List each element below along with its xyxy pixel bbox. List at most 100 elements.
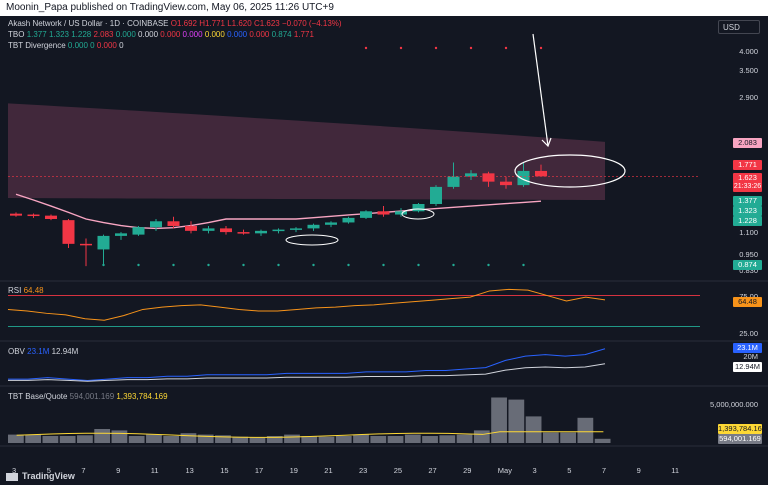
tbt-bar [59,436,76,443]
tbo-value: 0.000 [115,30,136,39]
signal-dot-bottom [347,263,350,267]
candle-body [307,224,320,229]
x-tick-label: 9 [116,466,121,475]
logo-text: TradingView [22,471,75,481]
tbt-bar [525,416,542,443]
tbt-bar [560,432,576,443]
tbt-bar [111,430,128,443]
ohlc-low: L1.620 [227,19,252,28]
obv-tag: 23.1M [733,343,762,353]
candle-body [290,228,302,230]
tbt-div-value: 0.000 [96,41,117,50]
signal-dot-bottom [277,263,280,267]
obv-signal-line [8,363,606,382]
price-tick: 2.900 [739,93,758,102]
tbt-bar [542,432,559,443]
tbt-tag-2: 594,001.169 [718,434,762,444]
x-tick-label: 29 [463,466,472,475]
tbt-bar [146,434,162,443]
price-tick: 4.000 [739,47,758,56]
tbt-bar [8,434,24,443]
tbo-legend: TBO 1.377 1.323 1.228 2.083 0.000 0.000 … [8,30,314,39]
obv-value: 23.1M [27,347,50,356]
signal-dot-bottom [487,263,490,267]
price-tag-0874: 0.874 [733,260,762,270]
tbt-bar [266,436,283,443]
candle-body [412,204,425,212]
tbo-value: 2.083 [93,30,114,39]
signal-dot-bottom [417,263,420,267]
tbt-bar [318,436,335,443]
tv-logo-icon [6,472,18,481]
tbt-bar [25,434,42,443]
x-tick-label: 9 [636,466,641,475]
tbt-bar [42,436,59,443]
tbt-div-value: 0 [119,41,124,50]
tbt-bar [128,436,145,443]
rsi-legend: RSI 64.48 [8,286,44,295]
annotation-arrow [532,33,549,147]
tbt-tag: 1,393,784.169 [718,424,766,434]
obv-tag-2: 12.94M [733,362,762,372]
rsi-tick: 25.00 [739,329,758,338]
candle-body [62,220,75,244]
tradingview-logo: TradingView [6,471,75,481]
tbt-bar [387,436,404,443]
rsi-line [7,288,606,321]
obv-value-2: 12.94M [51,347,79,356]
tbo-value: 1.377 [26,30,47,39]
candle-body [325,222,337,225]
rsi-tag: 64.48 [733,297,762,307]
signal-dot-top [364,46,368,50]
candle-body [342,217,355,223]
currency-button[interactable]: USD [718,20,760,34]
price-tick: 0.830 [739,266,758,275]
x-tick-label: 23 [359,466,368,475]
tbo-value: 1.228 [71,30,92,39]
tbt-div-label: TBT Divergence [8,41,66,50]
moving-average-line [15,193,542,230]
candle-body [80,243,92,246]
price-tag-1623: 1.623 [733,173,762,183]
tbt-bar [215,435,231,443]
tbt-div-value: 0.000 [67,41,88,50]
tbo-value: 1.323 [48,30,69,39]
signal-dot-top [539,46,543,50]
x-tick-label: 21 [324,466,333,475]
candle-body [395,211,407,215]
x-tick-label: 3 [12,466,17,475]
candle-body [517,170,530,186]
annotation-ellipse [514,154,626,188]
signal-dot-top [434,46,438,50]
x-tick-label: 11 [671,466,680,475]
tbt-tick: 5,000,000.000 [710,400,758,409]
candle-body [500,181,512,186]
symbol-title: Akash Network / US Dollar · 1D · COINBAS… [8,19,169,28]
x-tick-label: May [497,466,512,475]
x-tick-label: 7 [81,466,86,475]
price-tag-1377: 1.377 [733,196,762,206]
tbt-bar [249,437,266,443]
tbt-bar [473,430,490,443]
annotation-ellipse-small [401,208,435,220]
chart-area[interactable]: Akash Network / US Dollar · 1D · COINBAS… [0,16,768,485]
resistance-band [8,103,605,201]
candle-body [255,230,267,234]
tbo-value: 0.000 [160,30,181,39]
signal-dot-bottom [137,263,140,267]
tbt-bar [197,434,214,443]
x-tick-label: 19 [289,466,298,475]
x-tick-label: 13 [185,466,194,475]
countdown-tag: 21:33:26 [733,182,762,192]
tbt-bar [370,436,387,443]
candle-body [10,213,22,216]
signal-dot-bottom [242,263,245,267]
annotation-ellipse-small [285,234,339,246]
price-tag-1228: 1.228 [733,216,762,226]
publisher-text: Moonin_Papa published on TradingView.com… [6,2,334,13]
ohlc-high: H1.771 [199,19,225,28]
obv-line [8,348,606,382]
candle-body [535,170,547,177]
price-tag-1771: 1.771 [733,160,762,170]
annotation-arrowhead [541,137,552,148]
